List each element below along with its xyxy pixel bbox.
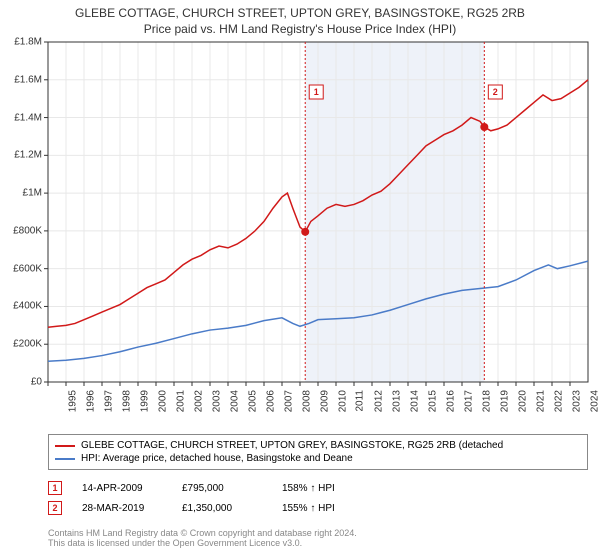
y-tick-label: £1.4M [2,112,42,123]
legend-swatch [55,458,75,460]
x-tick-label: 2024 [589,390,600,412]
x-tick-label: 2017 [463,390,474,412]
annotation-marker: 1 [48,481,62,495]
y-tick-label: £200K [2,339,42,350]
marker-label-2: 2 [493,87,498,97]
x-tick-label: 1998 [121,390,132,412]
x-tick-label: 2022 [553,390,564,412]
annotation-row: 1 14-APR-2009 £795,000 158% ↑ HPI [48,478,362,498]
x-tick-label: 2000 [157,390,168,412]
x-tick-label: 2011 [355,390,366,412]
sales-annotations-table: 1 14-APR-2009 £795,000 158% ↑ HPI 2 28-MAR-20… [48,478,362,518]
x-tick-label: 2004 [229,390,240,412]
annotation-pct: 158% ↑ HPI [282,483,362,494]
footer-attribution: Contains HM Land Registry data © Crown c… [48,528,357,548]
x-tick-label: 1995 [67,390,78,412]
footer-line: Contains HM Land Registry data © Crown c… [48,528,357,538]
x-tick-label: 2014 [409,390,420,412]
legend-label: HPI: Average price, detached house, Basi… [81,453,353,464]
annotation-pct: 155% ↑ HPI [282,503,362,514]
x-tick-label: 2006 [265,390,276,412]
y-tick-label: £1.8M [2,37,42,48]
marker-dot-1 [301,228,309,236]
x-tick-label: 2012 [373,390,384,412]
x-tick-label: 2015 [427,390,438,412]
x-tick-label: 2018 [481,390,492,412]
chart-plot-area: 12 £0£200K£400K£600K£800K£1M£1.2M£1.4M£1… [0,40,600,428]
legend-label: GLEBE COTTAGE, CHURCH STREET, UPTON GREY… [81,440,503,451]
x-tick-label: 2023 [571,390,582,412]
x-tick-label: 2010 [337,390,348,412]
footer-line: This data is licensed under the Open Gov… [48,538,357,548]
chart-svg: 12 [0,40,600,428]
annotation-date: 14-APR-2009 [82,483,162,494]
x-tick-label: 2019 [499,390,510,412]
legend-row: HPI: Average price, detached house, Basi… [55,452,581,465]
x-tick-label: 2002 [193,390,204,412]
y-tick-label: £0 [2,377,42,388]
legend-row: GLEBE COTTAGE, CHURCH STREET, UPTON GREY… [55,439,581,452]
x-tick-label: 2009 [319,390,330,412]
chart-title-line2: Price paid vs. HM Land Registry's House … [0,20,600,40]
y-tick-label: £400K [2,301,42,312]
x-tick-label: 2007 [283,390,294,412]
x-tick-label: 2020 [517,390,528,412]
x-tick-label: 1997 [103,390,114,412]
y-tick-label: £800K [2,225,42,236]
legend-swatch [55,445,75,447]
legend: GLEBE COTTAGE, CHURCH STREET, UPTON GREY… [48,434,588,470]
x-tick-label: 2003 [211,390,222,412]
annotation-marker: 2 [48,501,62,515]
marker-label-1: 1 [314,87,319,97]
x-tick-label: 2021 [535,390,546,412]
x-tick-label: 2016 [445,390,456,412]
x-tick-label: 1996 [85,390,96,412]
y-tick-label: £1M [2,188,42,199]
chart-title-line1: GLEBE COTTAGE, CHURCH STREET, UPTON GREY… [0,0,600,20]
y-tick-label: £1.2M [2,150,42,161]
chart-container: GLEBE COTTAGE, CHURCH STREET, UPTON GREY… [0,0,600,560]
x-tick-label: 2001 [175,390,186,412]
x-tick-label: 2013 [391,390,402,412]
x-tick-label: 2005 [247,390,258,412]
marker-dot-2 [480,123,488,131]
annotation-row: 2 28-MAR-2019 £1,350,000 155% ↑ HPI [48,498,362,518]
annotation-price: £1,350,000 [182,503,262,514]
shaded-band [305,42,484,382]
y-tick-label: £1.6M [2,74,42,85]
y-tick-label: £600K [2,263,42,274]
x-tick-label: 2008 [301,390,312,412]
x-tick-label: 1999 [139,390,150,412]
annotation-date: 28-MAR-2019 [82,503,162,514]
annotation-price: £795,000 [182,483,262,494]
